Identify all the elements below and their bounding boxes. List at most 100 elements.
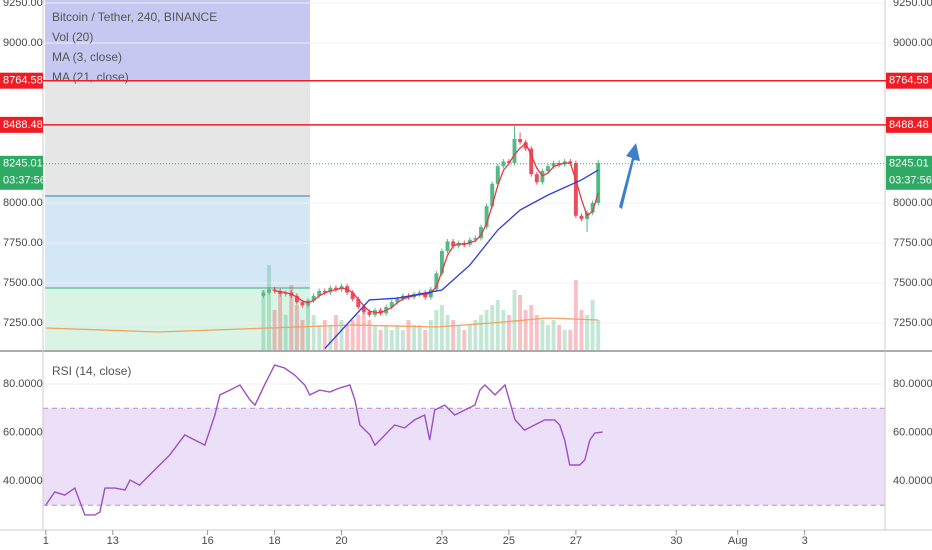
volume-bar [317,325,322,350]
volume-bar [400,330,405,350]
candle-body [417,292,422,295]
drawing-box [45,288,310,350]
volume-bar [384,325,389,350]
candle-body [523,142,528,149]
candle-body [484,206,489,227]
y-tick-label: 7500.00 [3,277,43,289]
legend-entry: MA (21, close) [52,70,129,84]
price-label-box [0,155,43,190]
volume-bar [373,325,377,350]
x-tick-label: Aug [728,535,748,547]
volume-bar [389,330,394,350]
candle-body [456,242,461,247]
level-label-box [0,116,43,133]
volume-bar [434,310,439,350]
x-tick-label: 16 [201,535,213,547]
volume-bar [339,320,344,350]
drawing-box [45,0,310,80]
volume-bar [350,320,355,350]
candle-body [395,298,400,303]
y-tick-label: 7250.00 [893,317,932,329]
volume-bar [562,330,567,350]
volume-bar [506,315,511,350]
candle-body [462,242,467,245]
candle-body [261,292,266,296]
volume-bar [518,295,523,350]
candle-body [361,306,366,312]
candle-body [546,166,550,172]
y-tick-label: 7500.00 [893,277,932,289]
volume-bar [423,330,428,350]
volume-bar [529,305,534,350]
volume-bar [546,325,550,350]
candle-body [473,238,478,240]
y-tick-label: 9000.00 [893,37,932,49]
candle-body [590,202,595,213]
legend-entry: RSI (14, close) [52,364,131,378]
volume-bar [484,310,489,350]
volume-bar [501,310,506,350]
rsi-line [45,364,603,516]
volume-bar [573,280,578,350]
candle-body [272,289,277,291]
y-tick-label: 60.0000 [3,426,43,438]
arrow-drawing [619,143,640,209]
last-price-label: 8245.01 [889,158,929,170]
legend-entry: Vol (20) [52,30,93,44]
volume-bar [306,300,310,350]
candle-body [278,290,283,295]
candle-body [501,161,506,167]
candle-body [506,161,511,164]
candle-body [317,290,322,296]
countdown-label: 03:37:56 [3,175,46,187]
legend-entry: MA (3, close) [52,50,122,64]
volume-bar [590,300,595,350]
candle-body [440,250,444,274]
candle-body [356,298,361,307]
volume-bar [540,320,545,350]
price-label-box [886,155,932,190]
level-label-box [886,72,932,89]
candle-body [389,302,394,307]
volume-bar [462,330,467,350]
volume-bar [473,320,478,350]
volume-bar [456,325,461,350]
x-tick-label: 1 [43,535,49,547]
level-label: 8488.48 [3,119,43,131]
candle-body [579,215,584,219]
candle-body [490,183,495,207]
candle-body [311,295,316,301]
volume-bar [412,325,417,350]
level-label-box [0,72,43,89]
y-tick-label: 9000.00 [3,37,43,49]
volume-bar [345,325,350,350]
y-tick-label: 40.0000 [893,475,932,487]
candle-body [551,163,556,167]
y-tick-label: 40.0000 [3,475,43,487]
y-tick-label: 7250.00 [3,317,43,329]
level-label-box [886,116,932,133]
x-tick-label: 13 [107,535,119,547]
volume-bar [311,315,316,350]
volume-bar [445,315,450,350]
y-tick-label: 80.0000 [893,378,932,390]
volume-bar [267,265,271,350]
volume-bar [417,325,422,350]
volume-bar [428,320,433,350]
volume-bar [551,320,556,350]
y-tick-label: 8000.00 [893,197,932,209]
x-tick-label: 30 [670,535,682,547]
candle-body [300,302,305,306]
y-tick-label: 9250.00 [893,0,932,9]
candle-body [495,166,500,184]
volume-bar [278,295,283,350]
level-label: 8488.48 [889,119,929,131]
volume-bar [395,325,400,350]
volume-bar [356,315,361,350]
volume-bar [378,330,383,350]
candle-body [512,139,517,164]
candle-body [434,273,439,290]
candle-body [294,295,299,303]
rsi-band [43,408,885,506]
candle-body [479,226,483,239]
